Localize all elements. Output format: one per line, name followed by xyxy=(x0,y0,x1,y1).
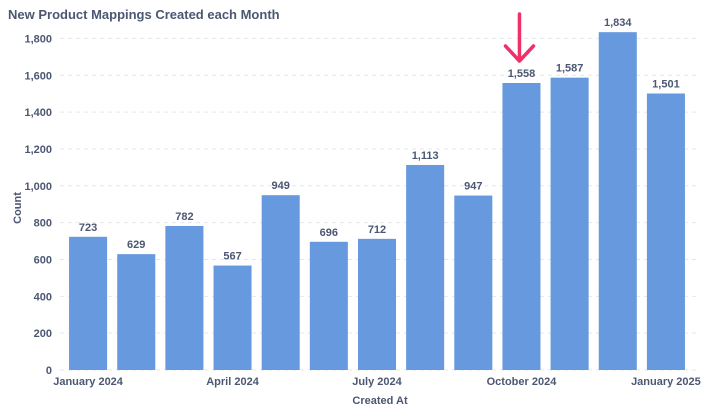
down-arrow-icon xyxy=(503,12,536,63)
bar[interactable] xyxy=(502,83,541,370)
data-label: 696 xyxy=(320,227,338,239)
data-label: 1,587 xyxy=(556,63,584,75)
x-axis-label: Created At xyxy=(352,395,408,407)
y-axis-label: Count xyxy=(12,192,24,224)
y-tick-label: 200 xyxy=(34,328,52,340)
bars xyxy=(69,32,685,370)
y-tick-label: 600 xyxy=(34,254,52,266)
y-tick-label: 1,800 xyxy=(24,33,52,45)
bar[interactable] xyxy=(357,238,397,370)
data-label: 723 xyxy=(79,222,97,234)
bar[interactable] xyxy=(309,241,348,370)
y-tick-label: 1,400 xyxy=(24,107,52,119)
data-label: 629 xyxy=(127,239,145,251)
y-tick-label: 1,600 xyxy=(24,70,52,82)
data-label: 1,834 xyxy=(604,17,632,29)
bar[interactable] xyxy=(598,32,637,370)
x-tick-label: October 2024 xyxy=(487,376,558,388)
bar[interactable] xyxy=(261,195,300,370)
y-tick-label: 0 xyxy=(46,365,52,377)
data-label: 1,558 xyxy=(508,68,536,80)
x-axis-ticks: January 2024 April 2024 July 2024 October 2… xyxy=(53,376,701,388)
bar[interactable] xyxy=(406,164,445,370)
data-label: 947 xyxy=(464,181,482,193)
x-tick-label: July 2024 xyxy=(352,376,402,388)
annotations xyxy=(503,12,536,63)
data-labels: 723 629 782 567 949 696 712 1,113 947 1,558 1,587 1… xyxy=(79,17,680,262)
y-tick-label: 400 xyxy=(34,291,52,303)
data-label: 782 xyxy=(175,211,193,223)
data-label: 567 xyxy=(223,251,241,263)
x-tick-label: January 2025 xyxy=(631,376,701,388)
x-tick-label: April 2024 xyxy=(206,376,259,388)
data-label: 1,501 xyxy=(652,79,680,91)
y-axis-ticks: 0 200 400 600 800 1,000 1,200 1,400 1,600 1,800 xyxy=(24,33,52,377)
bar[interactable] xyxy=(550,77,589,370)
bar[interactable] xyxy=(165,225,204,370)
data-label: 1,113 xyxy=(412,150,439,162)
bar[interactable] xyxy=(117,254,156,370)
x-tick-label: January 2024 xyxy=(53,376,124,388)
y-tick-label: 800 xyxy=(34,218,52,230)
y-tick-label: 1,200 xyxy=(24,144,52,156)
bar[interactable] xyxy=(454,195,493,370)
data-label: 712 xyxy=(368,224,386,236)
chart-title: New Product Mappings Created each Month xyxy=(8,7,280,22)
data-label: 949 xyxy=(272,180,290,192)
bar[interactable] xyxy=(69,236,108,370)
bar[interactable] xyxy=(646,93,685,371)
bar[interactable] xyxy=(213,265,252,370)
y-tick-label: 1,000 xyxy=(24,181,52,193)
